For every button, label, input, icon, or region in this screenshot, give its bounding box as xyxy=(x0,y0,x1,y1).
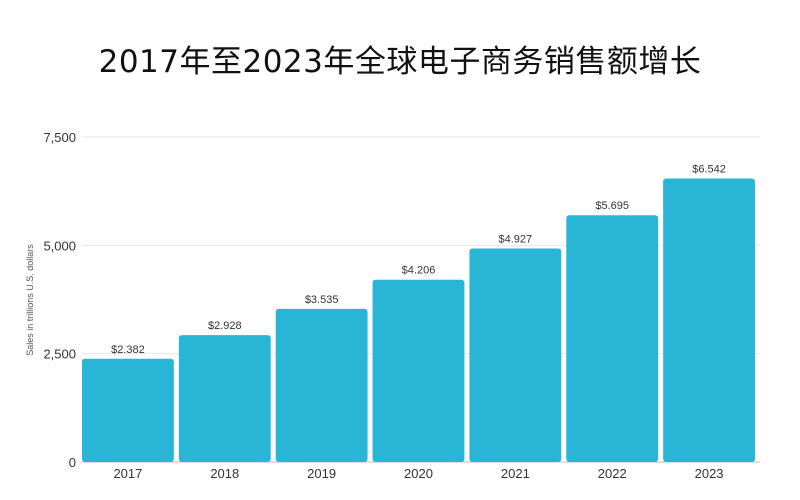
x-tick-label-2018: 2018 xyxy=(210,466,239,481)
x-tick-label-2020: 2020 xyxy=(404,466,433,481)
bar-2017 xyxy=(82,358,174,462)
data-label-2017: $2.382 xyxy=(111,344,145,356)
data-label-2020: $4.206 xyxy=(402,265,436,277)
bars xyxy=(82,178,755,462)
data-label-2022: $5.695 xyxy=(595,200,629,212)
x-tick-label-2019: 2019 xyxy=(307,466,336,481)
x-tick-label-2022: 2022 xyxy=(598,466,627,481)
bar-2019 xyxy=(275,308,368,462)
bar-2018 xyxy=(178,335,271,462)
data-label-2023: $6.542 xyxy=(692,164,726,176)
axes: 0 2,500 5,000 7,500 2017 2018 2019 2020 2021 2022… xyxy=(43,130,723,481)
data-label-2019: $3.535 xyxy=(305,294,339,306)
x-tick-label-2021: 2021 xyxy=(501,466,530,481)
y-tick-label: 0 xyxy=(69,455,76,470)
bar-2023 xyxy=(663,178,755,462)
y-axis-label: Sales in trillions U.S. dollars xyxy=(25,244,35,356)
data-label-2018: $2.928 xyxy=(208,320,242,332)
bar-2020 xyxy=(372,279,465,462)
y-tick-label: 5,000 xyxy=(43,238,76,253)
y-tick-label: 7,500 xyxy=(43,130,76,145)
x-tick-label-2023: 2023 xyxy=(695,466,724,481)
bar-2022 xyxy=(566,215,659,462)
x-tick-label-2017: 2017 xyxy=(113,466,142,481)
y-tick-label: 2,500 xyxy=(43,347,76,362)
chart-title: 2017年至2023年全球电子商务销售额增长 xyxy=(98,44,702,80)
data-label-2021: $4.927 xyxy=(499,233,533,245)
data-labels: $2.382 $2.928 $3.535 $4.206 $4.927 $5.695 $6.5… xyxy=(111,164,726,356)
bar-2021 xyxy=(469,248,562,462)
